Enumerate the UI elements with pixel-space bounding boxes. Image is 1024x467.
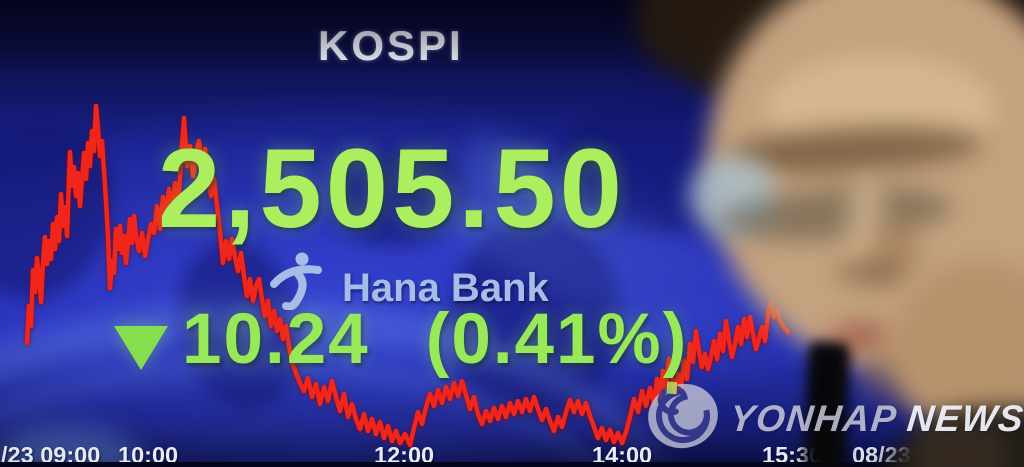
index-title: KOSPI <box>318 22 464 69</box>
index-value: 2,505.50 <box>158 126 626 251</box>
screen-bottom-bezel <box>0 462 1024 467</box>
down-triangle-icon <box>114 326 168 370</box>
change-value: 10.24 <box>182 300 370 379</box>
index-change-row: 10.24 (0.41%) <box>114 304 688 375</box>
change-percent: (0.41%) <box>425 300 689 379</box>
